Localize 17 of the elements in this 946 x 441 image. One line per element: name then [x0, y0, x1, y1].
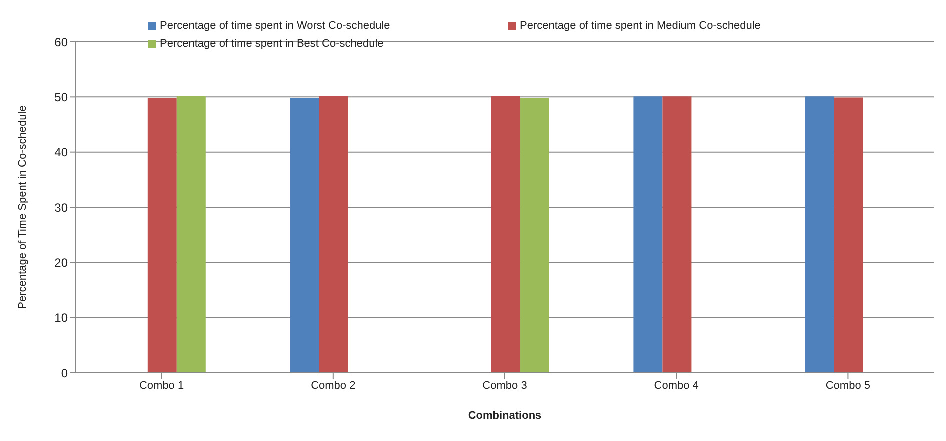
legend-label: Percentage of time spent in Best Co-schedule: [160, 38, 384, 50]
y-tick-label: 20: [54, 256, 68, 270]
y-axis-title: Percentage of Time Spent in Co-schedule: [16, 106, 29, 310]
x-tick-label: Combo 3: [482, 380, 528, 392]
y-tick-label: 30: [54, 200, 68, 215]
y-tick-label: 40: [54, 146, 68, 160]
y-tick-label: 50: [54, 90, 68, 104]
x-tick-label: Combo 4: [654, 380, 699, 392]
x-tick-label: Combo 5: [826, 380, 871, 392]
x-tick-label: Combo 2: [311, 380, 356, 392]
legend-label: Percentage of time spent in Medium Co-schedule: [520, 20, 761, 32]
x-axis-title: Combinations: [468, 410, 542, 422]
y-tick-label: 60: [54, 35, 68, 50]
legend-label: Percentage of time spent in Worst Co-schedule: [160, 20, 390, 32]
x-tick-label: Combo 1: [139, 380, 184, 392]
y-tick-label: 0: [61, 366, 68, 380]
y-tick-label: 10: [54, 311, 68, 326]
